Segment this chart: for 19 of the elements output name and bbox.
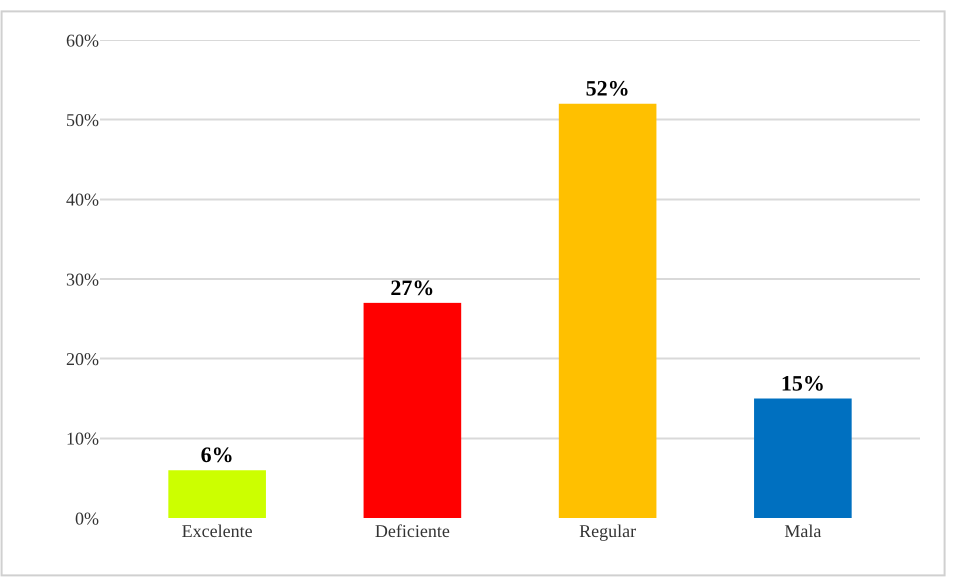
y-tick-label: 10% bbox=[66, 428, 99, 449]
bar bbox=[558, 104, 656, 518]
data-label: 6% bbox=[200, 442, 234, 468]
y-tick-label: 30% bbox=[66, 269, 99, 290]
bar bbox=[168, 470, 266, 518]
data-label: 15% bbox=[780, 370, 825, 396]
y-tick-label: 20% bbox=[66, 348, 99, 369]
x-tick-label: Excelente bbox=[182, 521, 253, 541]
data-label: 27% bbox=[390, 274, 434, 300]
y-tick-label: 40% bbox=[66, 190, 99, 210]
bar bbox=[364, 302, 462, 518]
y-tick-label: 50% bbox=[66, 110, 99, 130]
x-tick-label: Deficiente bbox=[374, 521, 450, 541]
x-tick-label: Regular bbox=[579, 521, 636, 541]
y-tick-label: 60% bbox=[66, 30, 99, 50]
y-tick-label: 0% bbox=[75, 508, 99, 528]
bar bbox=[754, 398, 852, 518]
data-label: 52% bbox=[586, 76, 630, 101]
x-tick-label: Mala bbox=[784, 521, 822, 541]
